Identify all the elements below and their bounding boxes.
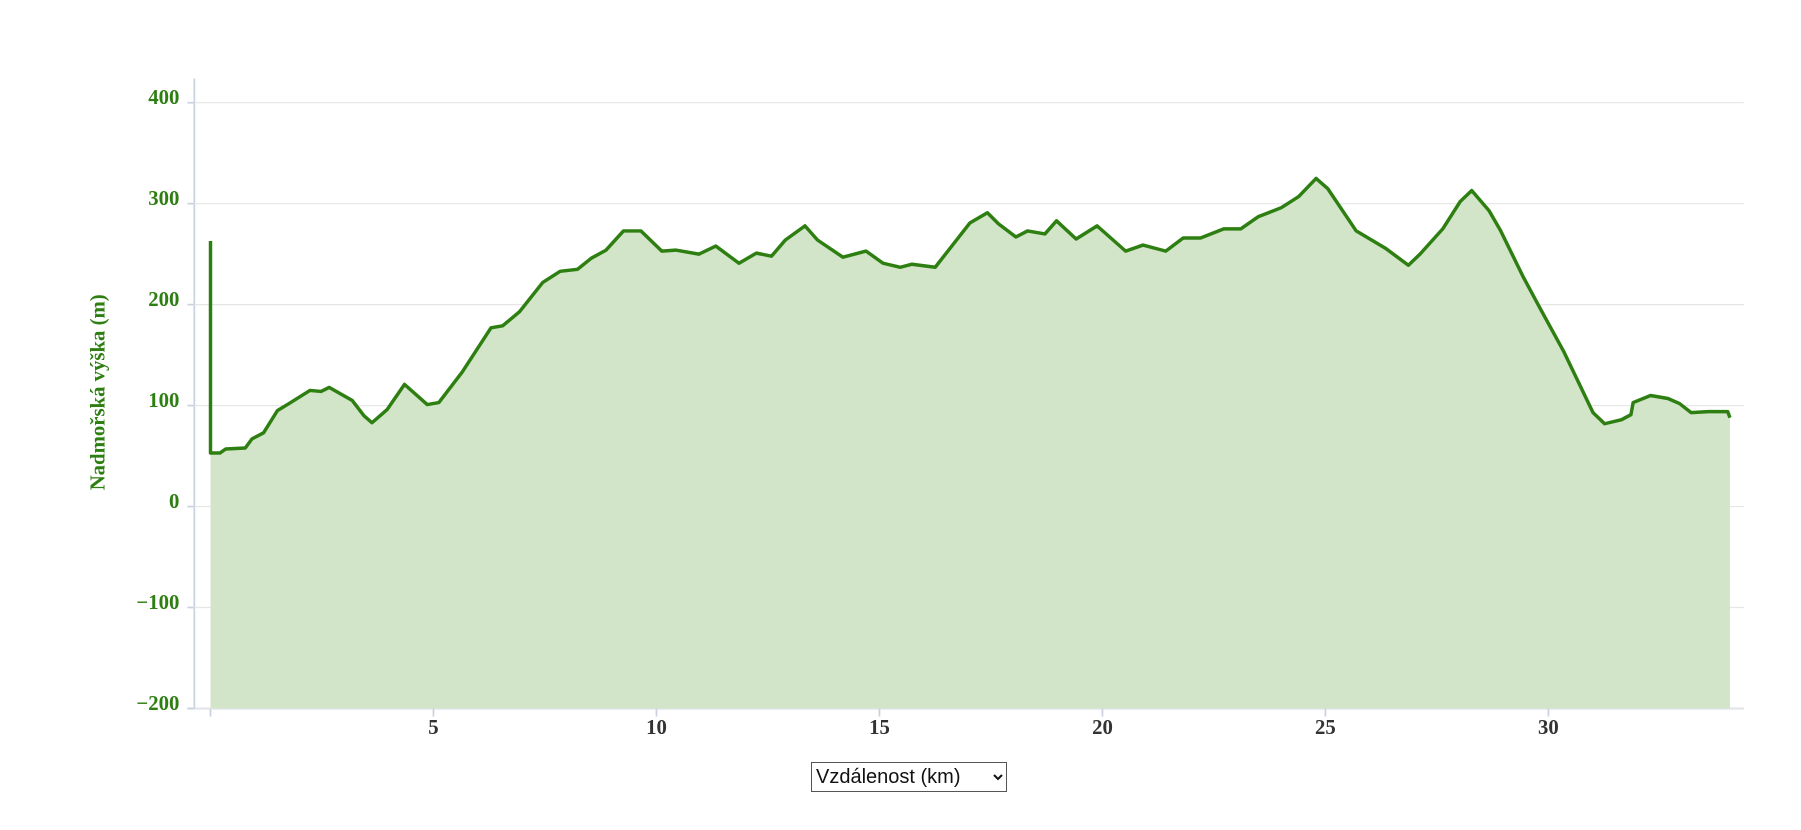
elevation-line	[208, 176, 1732, 455]
y-tick-label: 400	[148, 87, 179, 109]
area-fill	[210, 178, 1730, 709]
x-tick-label: 25	[1315, 717, 1336, 739]
x-tick-label: 20	[1092, 717, 1113, 739]
y-tick-label: −100	[136, 592, 179, 614]
x-axis-selector[interactable]: Vzdálenost (km)	[811, 762, 1007, 792]
x-tick-label: 30	[1538, 717, 1559, 739]
y-tick-label: 0	[169, 491, 179, 513]
x-tick-label: 5	[428, 717, 438, 739]
y-tick-label: 300	[148, 188, 179, 210]
x-tick-label: 10	[646, 717, 667, 739]
y-tick-label: 200	[148, 289, 179, 311]
y-tick-label: −200	[136, 693, 179, 715]
y-axis-title: Nadmořská výška (m)	[87, 294, 109, 490]
x-tick-label: 15	[869, 717, 890, 739]
y-tick-label: 100	[148, 390, 179, 412]
